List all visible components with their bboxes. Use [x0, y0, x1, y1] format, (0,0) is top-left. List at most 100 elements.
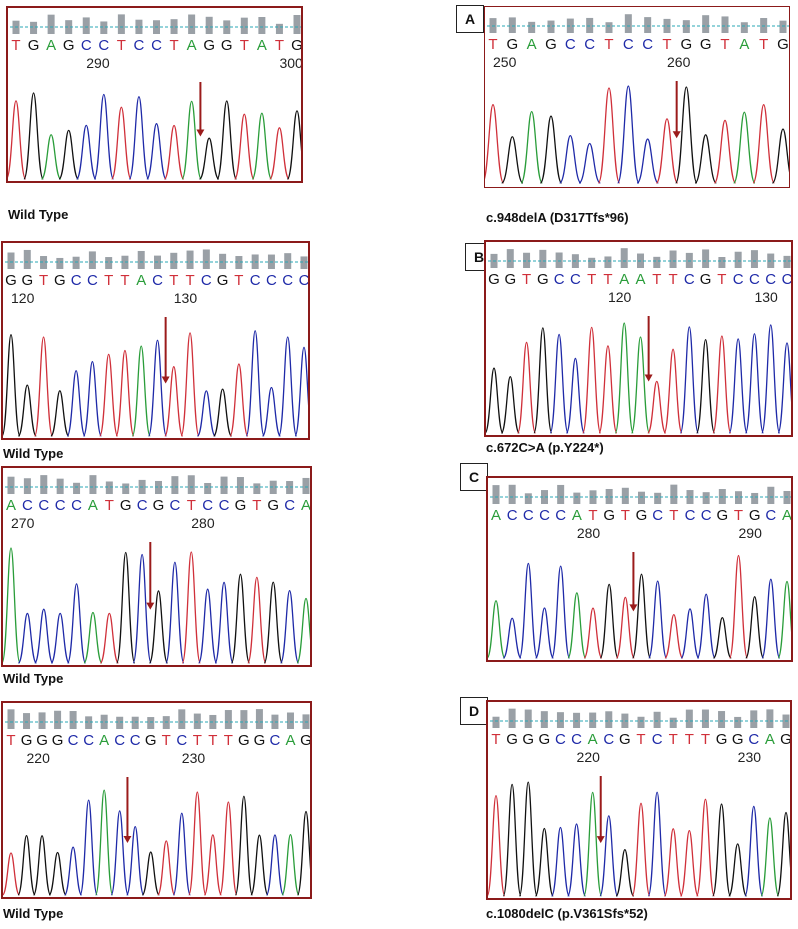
quality-bar: [105, 257, 113, 269]
quality-bar: [620, 248, 628, 268]
trace-peak: [234, 795, 254, 896]
trace-peak: [115, 349, 135, 437]
quality-bar: [735, 491, 742, 504]
trace-peak: [32, 835, 52, 896]
quality-bar: [56, 257, 64, 269]
quality-bar: [528, 21, 536, 33]
trace-peak: [23, 92, 44, 180]
quality-bar: [284, 253, 292, 269]
quality-bar: [523, 252, 531, 268]
base-call-letter: G: [545, 36, 557, 53]
base-call-letter: G: [538, 731, 550, 748]
quality-bar: [82, 17, 90, 34]
quality-bar: [624, 14, 632, 33]
trace-peak: [50, 390, 70, 437]
quality-bar: [255, 709, 263, 729]
quality-bar: [293, 15, 301, 34]
quality-bar: [508, 708, 516, 728]
base-call-letter: A: [46, 37, 56, 54]
trace-peak: [696, 338, 716, 434]
quality-bar: [702, 249, 710, 268]
quality-bar: [779, 20, 787, 33]
trace-peak: [132, 553, 152, 664]
base-call-letter: C: [270, 732, 281, 749]
base-call-letter: T: [6, 732, 15, 749]
quality-bar: [492, 485, 500, 504]
base-call-letter: T: [224, 732, 233, 749]
position-number: 260: [667, 54, 691, 70]
base-call-letter: C: [642, 36, 653, 53]
trace-peak: [128, 96, 150, 180]
base-call-letter: C: [137, 497, 148, 514]
base-call-letter: G: [63, 37, 75, 54]
base-call-letter: C: [68, 732, 79, 749]
trace-peak: [245, 330, 265, 437]
base-call-letter: C: [749, 271, 760, 288]
base-call-letter: A: [527, 36, 537, 53]
quality-bar: [621, 487, 629, 504]
base-call-letter: G: [145, 732, 157, 749]
base-call-letter: A: [572, 507, 582, 524]
base-call-letter: T: [185, 272, 194, 289]
trace-peak: [486, 367, 504, 434]
quality-bar: [117, 14, 125, 34]
trace-peak: [203, 834, 223, 896]
quality-bar: [573, 492, 581, 504]
base-call-letter: G: [700, 271, 712, 288]
trace-peak: [164, 366, 184, 437]
trace-peak: [265, 834, 285, 896]
chromatogram-wild-type-4: T G G G C C A C C G T C T T T G G C A G 220 230: [1, 701, 312, 899]
base-call-letter: C: [652, 507, 663, 524]
quality-bar: [187, 475, 195, 494]
trace-peak: [63, 846, 83, 896]
base-call-letter: T: [669, 507, 678, 524]
quality-bar: [162, 716, 170, 729]
base-call-letter: C: [685, 507, 696, 524]
quality-bar: [170, 19, 178, 34]
quality-bar: [131, 716, 139, 729]
base-call-letter: T: [234, 272, 243, 289]
trace-peak: [777, 580, 791, 659]
trace-peak: [247, 576, 267, 664]
panel-label-a: A: [456, 5, 484, 33]
base-call-letter: G: [54, 272, 66, 289]
trace-peak: [655, 118, 679, 184]
quality-bar: [541, 490, 548, 504]
base-call-letter: A: [187, 37, 197, 54]
base-call-letter: C: [623, 36, 634, 53]
trace-peak: [728, 554, 749, 659]
quality-bar: [734, 716, 742, 728]
quality-bar: [653, 711, 661, 728]
trace-peak: [631, 573, 652, 659]
trace-peak: [279, 589, 300, 664]
base-call-letter: G: [254, 732, 266, 749]
trace-peak: [663, 348, 683, 434]
trace-peak: [172, 812, 191, 896]
trace-peak: [75, 124, 97, 180]
quality-bar: [682, 20, 690, 33]
base-call-letter: C: [733, 271, 744, 288]
base-call-letter: T: [275, 37, 284, 54]
quality-bar: [204, 482, 212, 494]
trace-peak: [728, 843, 748, 897]
base-call-letter: A: [301, 497, 311, 514]
quality-bar: [170, 252, 178, 269]
quality-bar: [508, 484, 516, 504]
base-call-letter: C: [571, 731, 582, 748]
quality-bar: [539, 249, 547, 268]
trace-peak: [776, 811, 790, 897]
quality-bar: [740, 22, 748, 33]
trace-peak: [50, 612, 70, 664]
mutation-arrow-head: [196, 129, 205, 137]
mutation-arrow-head: [629, 604, 638, 612]
base-call-letter: G: [537, 271, 549, 288]
quality-bar: [7, 476, 15, 494]
quality-bar: [235, 256, 243, 269]
mutation-arrow-head: [161, 376, 170, 384]
trace-peak: [116, 551, 136, 664]
trace-peak: [744, 333, 765, 434]
base-call-letter: G: [300, 732, 312, 749]
trace-peak: [181, 100, 202, 180]
